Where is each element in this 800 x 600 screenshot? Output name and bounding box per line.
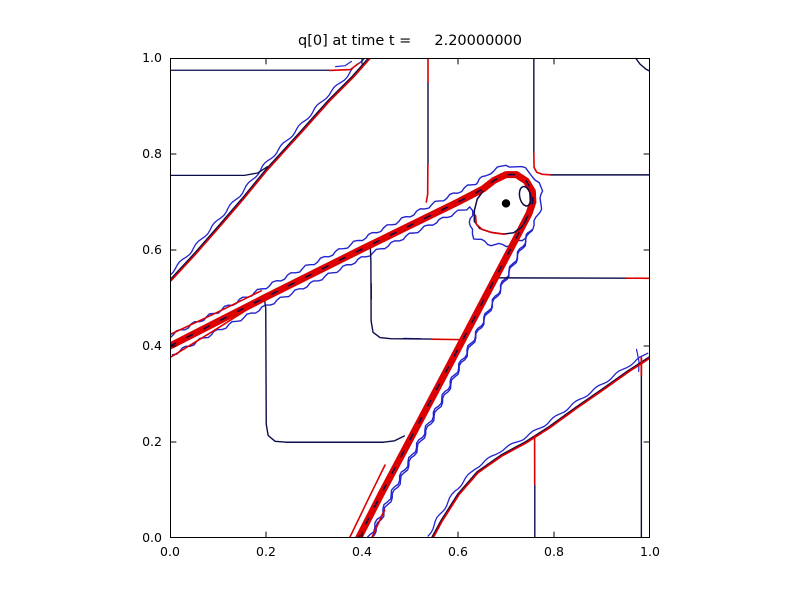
- vortex-inner-oval: [518, 185, 532, 207]
- x-tick-label: 1.0: [640, 544, 660, 559]
- main-shock-band: [170, 171, 537, 538]
- top-right-corner-arc: [634, 58, 650, 72]
- top-left-horizontal-red-end: [329, 62, 359, 72]
- x-tick-label: 0.2: [256, 544, 276, 559]
- contour-plot-area: [170, 58, 650, 538]
- left-fan-red-1: [170, 302, 258, 359]
- bottom-right-curve-navy: [430, 355, 650, 538]
- left-diagonal-red: [170, 58, 372, 282]
- bottom-fan-red-1: [348, 464, 386, 538]
- staircase-2: [369, 243, 433, 340]
- right-vert-blue-hook: [635, 348, 640, 373]
- bottom-fan-red-2: [370, 509, 386, 538]
- vortex-loop-red-arc: [474, 214, 506, 235]
- x-tick-label: 0.0: [160, 544, 180, 559]
- plot-title: q[0] at time t = 2.20000000: [297, 33, 523, 49]
- contour-lines: [170, 58, 650, 538]
- left-diagonal-navy: [170, 58, 370, 281]
- bottom-right-curve-red: [431, 356, 650, 538]
- y-tick-label: 0.0: [142, 530, 162, 545]
- y-tick-label: 0.6: [142, 242, 162, 257]
- left-fan-red-2: [170, 290, 262, 336]
- band-center-dashes: [170, 173, 534, 538]
- bottom-right-curve-blue: [427, 352, 649, 537]
- y-tick-label: 1.0: [142, 50, 162, 65]
- x-tick-label: 0.6: [448, 544, 468, 559]
- marker-dot: [501, 199, 511, 208]
- left-diagonal-blue: [170, 58, 366, 276]
- staircase-1: [263, 294, 405, 443]
- axes-border: [170, 58, 650, 538]
- y-tick-label: 0.2: [142, 434, 162, 449]
- shock-band-outer-blue: [170, 164, 544, 538]
- left-horizontal-076: [170, 166, 269, 177]
- x-tick-label: 0.4: [352, 544, 372, 559]
- x-tick-label: 0.8: [544, 544, 564, 559]
- y-tick-label: 0.4: [142, 338, 162, 353]
- shock-band-inner-blue: [171, 206, 534, 538]
- y-tick-label: 0.8: [142, 146, 162, 161]
- top-vertical-054-red-bottom: [425, 163, 429, 203]
- top-vertical-076-red-hook: [533, 152, 551, 176]
- h1-junction-blue-hook: [335, 60, 353, 68]
